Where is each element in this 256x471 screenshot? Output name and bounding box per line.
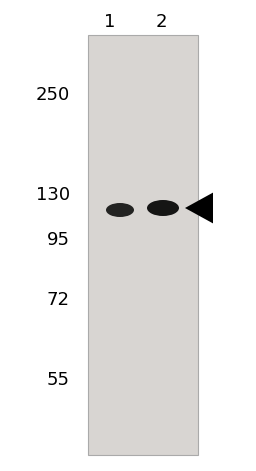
Text: 95: 95 [47, 231, 70, 249]
Polygon shape [185, 193, 213, 223]
Text: 72: 72 [47, 291, 70, 309]
Ellipse shape [106, 203, 134, 217]
Text: 55: 55 [47, 371, 70, 389]
Text: 1: 1 [104, 13, 116, 31]
Text: 250: 250 [36, 86, 70, 104]
Text: 2: 2 [156, 13, 167, 31]
Bar [88, 35, 198, 455]
Ellipse shape [147, 200, 179, 216]
Text: 130: 130 [36, 186, 70, 204]
